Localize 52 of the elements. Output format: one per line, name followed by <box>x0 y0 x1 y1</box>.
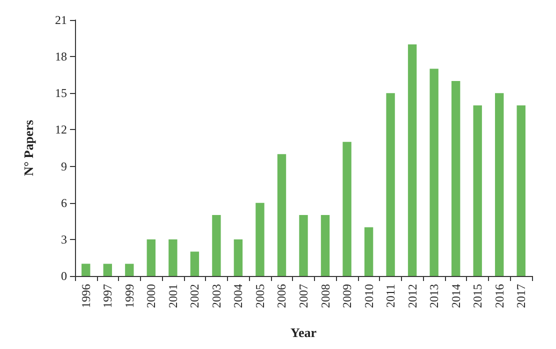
y-tick-label: 21 <box>55 13 67 27</box>
x-tick-label: 2002 <box>188 284 202 308</box>
bar <box>212 215 221 276</box>
x-tick-label: 2005 <box>252 284 267 308</box>
bar <box>168 239 178 276</box>
x-axis-title: Year <box>290 325 317 340</box>
x-tick-label: 2000 <box>144 284 158 308</box>
x-tick-label: 2013 <box>427 284 442 308</box>
bar <box>82 264 90 276</box>
bar <box>386 93 395 276</box>
bar <box>277 154 286 276</box>
x-tick-label: 2004 <box>231 284 246 308</box>
x-tick-label: 2011 <box>384 284 398 308</box>
y-axis-title: N° Papers <box>21 120 36 176</box>
y-tick-label: 12 <box>55 122 67 137</box>
x-tick-label: 2007 <box>296 284 310 308</box>
x-tick-label: 1997 <box>100 284 115 308</box>
y-tick-label: 6 <box>61 196 67 210</box>
x-tick-label: 2014 <box>448 284 463 308</box>
x-tick-label: 1996 <box>78 284 93 308</box>
bar <box>364 227 374 276</box>
y-tick-label: 18 <box>55 50 67 64</box>
x-tick-label: 2010 <box>362 284 376 308</box>
y-tick-label: 9 <box>61 159 67 174</box>
x-tick-label: 2016 <box>492 284 506 308</box>
bar <box>495 93 504 276</box>
bar <box>234 239 243 276</box>
bar <box>256 202 264 276</box>
x-tick-label: 2015 <box>470 284 485 308</box>
y-tick-label: 15 <box>55 86 67 100</box>
y-tick-label: 3 <box>61 232 67 246</box>
x-tick-label: 2001 <box>166 284 180 308</box>
bar <box>146 239 156 276</box>
x-tick-label: 2009 <box>340 284 354 308</box>
bar <box>430 68 438 276</box>
bar <box>190 252 200 276</box>
x-tick-label: 2012 <box>405 284 420 308</box>
bar <box>125 264 134 276</box>
x-tick-label: 2017 <box>514 284 528 308</box>
bar <box>473 105 482 276</box>
x-tick-label: 1999 <box>122 284 136 308</box>
y-tick-label: 0 <box>61 269 67 283</box>
bar <box>408 44 417 276</box>
bar <box>516 105 526 276</box>
bar <box>103 264 112 276</box>
bar <box>299 215 308 276</box>
x-tick-label: 2006 <box>274 284 289 308</box>
bar <box>451 80 460 276</box>
x-tick-label: 2008 <box>318 284 332 308</box>
x-tick-label: 2003 <box>209 284 224 308</box>
bar <box>342 142 352 276</box>
bar <box>320 215 330 276</box>
